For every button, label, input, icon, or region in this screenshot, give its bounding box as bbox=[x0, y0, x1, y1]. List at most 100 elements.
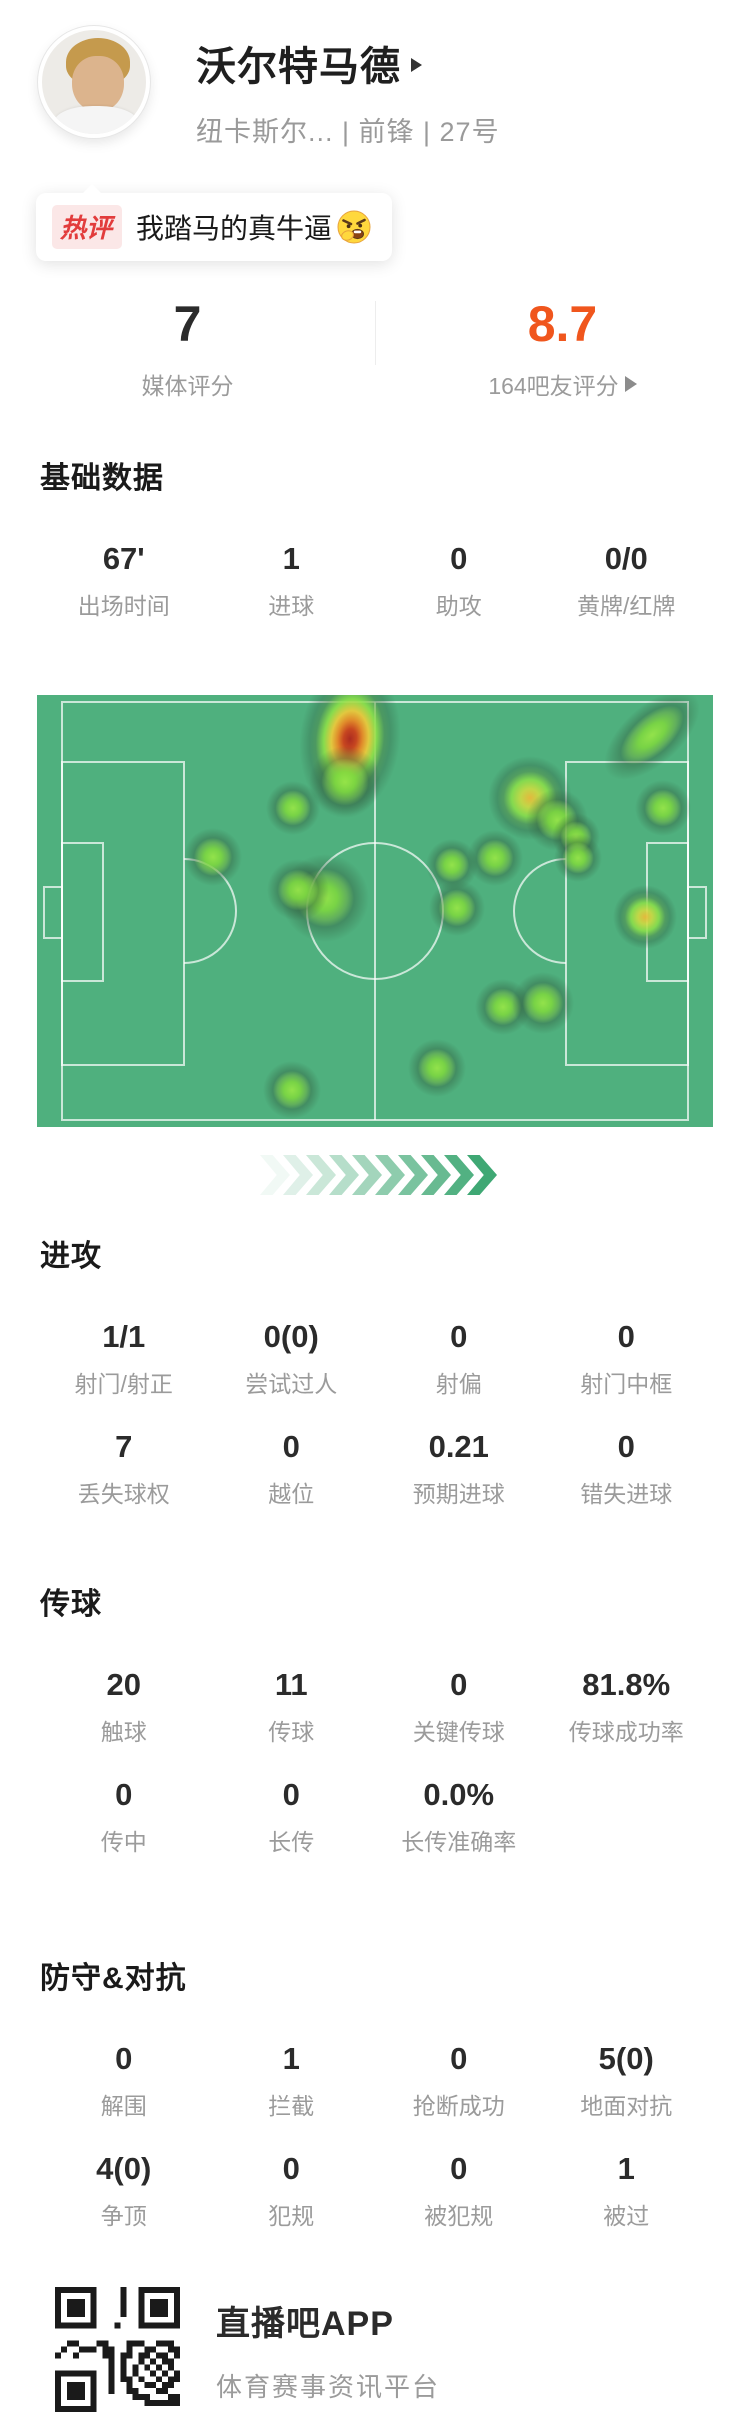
stat-label: 越位 bbox=[268, 1481, 315, 1507]
chevron-icon bbox=[260, 1155, 290, 1195]
stat-label: 传中 bbox=[100, 1829, 147, 1855]
stat-value: 81.8% bbox=[582, 1667, 671, 1702]
player-header: 沃尔特马德 纽卡斯尔... | 前锋 | 27号 bbox=[0, 0, 750, 149]
avatar-shirt bbox=[54, 106, 138, 134]
fans-rating-label: 164吧友评分 bbox=[488, 367, 637, 401]
stat-label: 长传准确率 bbox=[401, 1829, 517, 1855]
stat-cell: 0 越位 bbox=[208, 1429, 376, 1509]
hot-comment-bubble[interactable]: 热评 我踏马的真牛逼 bbox=[36, 184, 393, 261]
stat-label: 助攻 bbox=[435, 593, 482, 619]
stat-value: 20 bbox=[106, 1667, 141, 1702]
stat-cell: 7 丢失球权 bbox=[40, 1429, 208, 1509]
stat-label: 犯规 bbox=[268, 2203, 315, 2229]
chevron-right-icon bbox=[411, 58, 422, 72]
basic-data-rows: 67' 出场时间 1 进球 0 助攻 0/0 黄牌/红牌 bbox=[0, 541, 750, 621]
stat-cell: 0.0% 长传准确率 bbox=[375, 1777, 543, 1857]
stat-value: 0 bbox=[450, 541, 468, 576]
stat-label: 黄牌/红牌 bbox=[577, 593, 676, 619]
player-name-row[interactable]: 沃尔特马德 bbox=[196, 34, 500, 92]
stat-value: 1 bbox=[282, 2041, 300, 2076]
fans-rating-value: 8.7 bbox=[527, 296, 598, 352]
app-tagline: 体育赛事资讯平台 bbox=[216, 2371, 441, 2402]
stat-cell: 0 关键传球 bbox=[375, 1667, 543, 1747]
app-footer: 直播吧APP 体育赛事资讯平台 bbox=[55, 2287, 750, 2412]
qr-code bbox=[55, 2287, 180, 2412]
basic-data-section: 基础数据 67' 出场时间 1 进球 0 助攻 0/0 黄牌/红牌 bbox=[0, 453, 750, 621]
stat-cell: 0(0) 尝试过人 bbox=[208, 1319, 376, 1399]
stat-label: 尝试过人 bbox=[245, 1371, 338, 1397]
media-rating-label: 媒体评分 bbox=[141, 373, 234, 399]
stat-cell: 0.21 预期进球 bbox=[375, 1429, 543, 1509]
fans-rating[interactable]: 8.7 164吧友评分 bbox=[375, 295, 750, 401]
stat-label: 射偏 bbox=[435, 1371, 482, 1397]
stats-section: 传球 20 触球 11 传球 0 关键传球 81.8% 传球成功率 0 传中 0… bbox=[0, 1579, 750, 1857]
stat-value: 0 bbox=[115, 1777, 133, 1812]
stat-cell: 1/1 射门/射正 bbox=[40, 1319, 208, 1399]
stats-section: 进攻 1/1 射门/射正 0(0) 尝试过人 0 射偏 0 射门中框 7 丢失球… bbox=[0, 1231, 750, 1509]
stat-cell: 0 射门中框 bbox=[543, 1319, 711, 1399]
section-title: 基础数据 bbox=[40, 462, 164, 495]
stats-row: 67' 出场时间 1 进球 0 助攻 0/0 黄牌/红牌 bbox=[0, 541, 750, 621]
stat-label: 被犯规 bbox=[424, 2203, 494, 2229]
stat-value: 1 bbox=[282, 541, 300, 576]
momentum-chevrons bbox=[0, 1155, 750, 1195]
stat-cell: 0 错失进球 bbox=[543, 1429, 711, 1509]
stat-value: 0 bbox=[617, 1429, 635, 1464]
fans-rating-label-text: 164吧友评分 bbox=[488, 373, 619, 399]
stat-cell: 1 被过 bbox=[543, 2151, 711, 2231]
stat-value: 0 bbox=[450, 2041, 468, 2076]
stat-cell: 0 长传 bbox=[208, 1777, 376, 1857]
stat-label: 关键传球 bbox=[412, 1719, 505, 1745]
stat-label: 错失进球 bbox=[580, 1481, 673, 1507]
arrow-right-icon bbox=[624, 376, 637, 392]
stat-label: 丢失球权 bbox=[77, 1481, 170, 1507]
stat-value: 67' bbox=[102, 541, 145, 576]
stat-label: 拦截 bbox=[268, 2093, 315, 2119]
stat-label: 触球 bbox=[100, 1719, 147, 1745]
stat-value: 7 bbox=[115, 1429, 133, 1464]
stat-value: 0 bbox=[282, 1777, 300, 1812]
stat-cell: 1 拦截 bbox=[208, 2041, 376, 2121]
app-name: 直播吧APP bbox=[216, 2304, 394, 2343]
stats-section: 防守&对抗 0 解围 1 拦截 0 抢断成功 5(0) 地面对抗 4(0) 争顶… bbox=[0, 1953, 750, 2231]
stat-cell: 81.8% 传球成功率 bbox=[543, 1667, 711, 1747]
stat-label: 传球成功率 bbox=[568, 1719, 684, 1745]
hot-comment-text: 我踏马的真牛逼 bbox=[136, 213, 333, 244]
section-title: 传球 bbox=[40, 1588, 102, 1621]
stats-row: 4(0) 争顶 0 犯规 0 被犯规 1 被过 bbox=[0, 2151, 750, 2231]
stat-value: 0 bbox=[282, 1429, 300, 1464]
player-name: 沃尔特马德 bbox=[196, 45, 401, 89]
angry-hand-over-mouth-emoji-icon bbox=[337, 210, 371, 244]
stat-value: 0(0) bbox=[263, 1319, 319, 1354]
stats-row: 0 传中 0 长传 0.0% 长传准确率 bbox=[0, 1777, 750, 1857]
stat-cell: 1 进球 bbox=[208, 541, 376, 621]
stat-cell: 20 触球 bbox=[40, 1667, 208, 1747]
stat-value: 5(0) bbox=[598, 2041, 654, 2076]
stat-cell: 0 助攻 bbox=[375, 541, 543, 621]
stat-cell: 0 传中 bbox=[40, 1777, 208, 1857]
stat-cell: 11 传球 bbox=[208, 1667, 376, 1747]
stat-value: 0 bbox=[282, 2151, 300, 2186]
stat-sections: 进攻 1/1 射门/射正 0(0) 尝试过人 0 射偏 0 射门中框 7 丢失球… bbox=[0, 1231, 750, 2231]
stat-cell: 0 射偏 bbox=[375, 1319, 543, 1399]
stat-value: 11 bbox=[274, 1667, 308, 1702]
stats-row: 1/1 射门/射正 0(0) 尝试过人 0 射偏 0 射门中框 bbox=[0, 1319, 750, 1399]
stat-cell: 0 解围 bbox=[40, 2041, 208, 2121]
player-heatmap bbox=[37, 695, 713, 1127]
stat-label: 长传 bbox=[268, 1829, 315, 1855]
stat-value: 4(0) bbox=[96, 2151, 152, 2186]
stat-cell: 0/0 黄牌/红牌 bbox=[543, 541, 711, 621]
stat-label: 出场时间 bbox=[77, 593, 170, 619]
stat-label: 被过 bbox=[603, 2203, 650, 2229]
section-title: 防守&对抗 bbox=[40, 1962, 187, 1995]
footer-info: 直播吧APP 体育赛事资讯平台 bbox=[216, 2296, 440, 2404]
stat-label: 争顶 bbox=[100, 2203, 147, 2229]
stats-row: 7 丢失球权 0 越位 0.21 预期进球 0 错失进球 bbox=[0, 1429, 750, 1509]
stat-cell: 0 被犯规 bbox=[375, 2151, 543, 2231]
stat-value: 0 bbox=[450, 1319, 468, 1354]
section-title: 进攻 bbox=[40, 1240, 102, 1273]
player-avatar bbox=[38, 26, 150, 138]
stat-cell: 0 抢断成功 bbox=[375, 2041, 543, 2121]
stats-row: 0 解围 1 拦截 0 抢断成功 5(0) 地面对抗 bbox=[0, 2041, 750, 2121]
